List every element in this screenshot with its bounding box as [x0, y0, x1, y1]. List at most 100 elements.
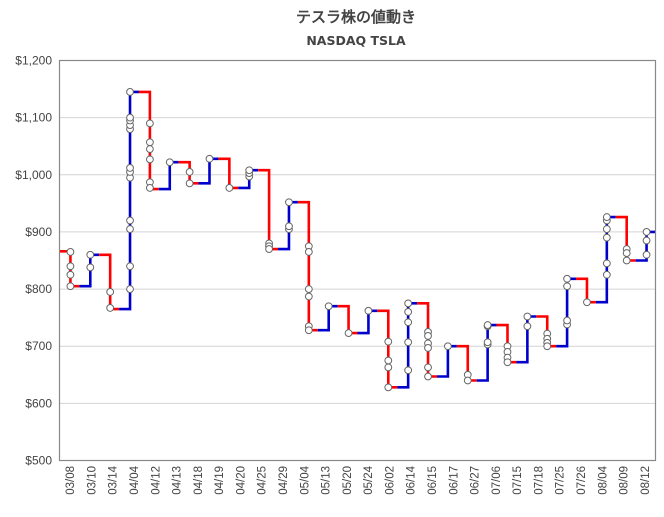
data-point[interactable] [443, 342, 452, 351]
data-point[interactable] [324, 302, 333, 311]
data-point[interactable] [463, 376, 472, 385]
data-point[interactable] [364, 306, 373, 315]
data-point[interactable] [602, 233, 611, 242]
data-point[interactable] [66, 282, 75, 291]
data-point[interactable] [185, 168, 194, 176]
data-point[interactable] [66, 248, 75, 256]
data-point[interactable] [126, 88, 134, 96]
data-point[interactable] [622, 256, 631, 265]
data-point[interactable] [304, 248, 313, 256]
data-point[interactable] [304, 292, 313, 301]
data-point[interactable] [145, 138, 154, 147]
step-segment [258, 168, 279, 251]
x-tick-label: 06/17 [448, 466, 460, 495]
y-tick-label: $900 [25, 225, 52, 239]
data-point[interactable] [424, 372, 432, 381]
data-point[interactable] [384, 363, 393, 372]
y-axis-ticks: $500 $600 $700 $800 $900 $1,000 $1,100 $1,200 [15, 54, 52, 468]
price-steps [59, 90, 656, 389]
data-point[interactable] [523, 322, 532, 331]
data-point[interactable] [145, 155, 154, 164]
data-point[interactable] [642, 228, 651, 236]
x-tick-label: 06/15 [427, 466, 439, 495]
data-point[interactable] [126, 113, 134, 122]
data-point[interactable] [602, 270, 611, 279]
data-point[interactable] [245, 166, 254, 175]
data-point[interactable] [483, 338, 492, 347]
data-point[interactable] [185, 179, 194, 188]
data-point[interactable] [563, 316, 571, 325]
data-point[interactable] [384, 337, 393, 346]
y-tick-label: $1,100 [15, 111, 52, 125]
data-point[interactable] [602, 225, 611, 233]
x-tick-label: 04/19 [214, 466, 226, 495]
data-point[interactable] [543, 342, 552, 351]
data-point[interactable] [205, 154, 214, 163]
data-point[interactable] [86, 263, 95, 272]
step-segment [516, 315, 537, 364]
data-point[interactable] [285, 198, 293, 207]
data-point[interactable] [563, 274, 571, 283]
data-point[interactable] [265, 245, 273, 253]
data-point[interactable] [424, 344, 432, 352]
data-point[interactable] [602, 259, 611, 268]
step-segment [615, 215, 636, 262]
step-segment [119, 90, 139, 311]
data-point[interactable] [126, 262, 134, 271]
data-point[interactable] [106, 288, 115, 296]
data-point[interactable] [483, 321, 492, 329]
data-point[interactable] [384, 383, 393, 392]
x-tick-label: 05/20 [342, 466, 354, 495]
y-tick-label: $1,200 [15, 54, 52, 68]
x-tick-label: 08/09 [619, 466, 631, 495]
data-point[interactable] [145, 119, 154, 128]
x-tick-label: 04/25 [257, 466, 269, 495]
data-point[interactable] [145, 184, 154, 192]
data-point[interactable] [86, 250, 95, 259]
data-point[interactable] [424, 363, 432, 372]
data-point[interactable] [66, 270, 75, 279]
data-point[interactable] [225, 184, 234, 192]
data-point[interactable] [404, 299, 413, 308]
data-point[interactable] [126, 285, 134, 293]
x-tick-label: 08/12 [640, 466, 652, 495]
y-tick-label: $700 [25, 339, 52, 353]
data-point[interactable] [642, 250, 651, 259]
plot-frame [58, 59, 657, 462]
data-point[interactable] [285, 222, 293, 231]
data-point[interactable] [384, 356, 393, 365]
data-point[interactable] [642, 236, 651, 245]
data-point[interactable] [404, 308, 413, 316]
data-point[interactable] [304, 326, 313, 335]
grid-lines [59, 60, 656, 461]
data-point[interactable] [304, 285, 313, 293]
data-point[interactable] [622, 249, 631, 257]
x-tick-label: 06/02 [384, 466, 396, 495]
data-point[interactable] [66, 262, 75, 271]
x-tick-label: 04/20 [235, 466, 247, 495]
x-tick-label: 04/29 [278, 466, 290, 495]
data-point[interactable] [404, 338, 413, 347]
data-point[interactable] [145, 145, 154, 153]
data-point[interactable] [404, 318, 413, 327]
data-point[interactable] [344, 329, 353, 337]
data-point[interactable] [602, 213, 611, 221]
data-point[interactable] [583, 298, 591, 307]
data-point[interactable] [126, 164, 134, 172]
x-tick-label: 04/13 [172, 466, 184, 495]
data-point[interactable] [404, 366, 413, 375]
data-point[interactable] [563, 282, 571, 291]
chart-subtitle: NASDAQ TSLA [306, 33, 406, 48]
price-points [66, 88, 651, 392]
y-tick-label: $500 [25, 454, 52, 468]
data-point[interactable] [424, 332, 432, 340]
y-tick-label: $600 [25, 396, 52, 410]
x-tick-label: 07/15 [512, 466, 524, 495]
data-point[interactable] [523, 312, 532, 321]
data-point[interactable] [126, 225, 134, 233]
data-point[interactable] [126, 216, 134, 225]
data-point[interactable] [106, 304, 115, 312]
data-point[interactable] [503, 358, 512, 367]
data-point[interactable] [165, 158, 174, 167]
